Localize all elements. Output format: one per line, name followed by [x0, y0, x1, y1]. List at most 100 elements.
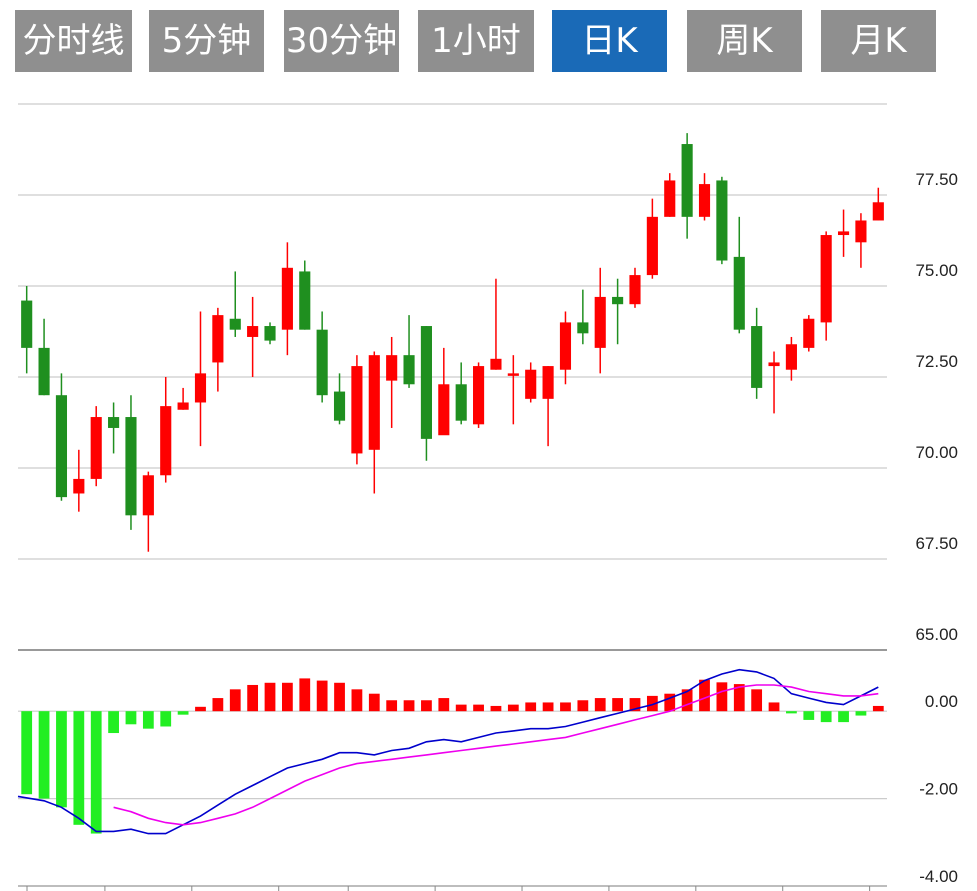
macd-bar: [403, 700, 415, 712]
tab-daily-k[interactable]: 日K: [552, 10, 667, 72]
tab-1hour[interactable]: 1小时: [418, 10, 534, 72]
macd-bar: [733, 684, 745, 712]
macd-bar: [803, 711, 815, 720]
candle: [125, 395, 137, 530]
candle: [420, 326, 432, 461]
macd-bar: [299, 678, 311, 712]
candle: [403, 315, 415, 388]
candle: [21, 286, 33, 374]
candle: [455, 362, 467, 425]
price-tick-label: 70.00: [915, 443, 958, 462]
candle-body: [177, 402, 189, 410]
macd-histogram: [21, 678, 884, 834]
candle: [751, 307, 763, 399]
candle-body: [264, 326, 276, 341]
candle: [473, 362, 485, 428]
candle: [229, 271, 241, 337]
candle-body: [438, 384, 450, 436]
candle-body: [125, 417, 137, 516]
price-tick-label: 67.50: [915, 534, 958, 553]
candle-body: [455, 384, 467, 421]
macd-bar: [351, 689, 363, 712]
macd-bar: [264, 682, 276, 712]
candle: [438, 347, 450, 436]
candle-body: [333, 391, 346, 421]
macd-bar: [212, 698, 224, 712]
candle-body: [594, 296, 606, 348]
candle-body: [716, 180, 728, 261]
macd-bar: [438, 698, 450, 712]
candle: [594, 267, 606, 374]
macd-bar: [195, 706, 206, 712]
candle: [177, 387, 189, 410]
macd-bar: [855, 711, 867, 716]
candle-body: [420, 326, 432, 439]
candle-body: [629, 275, 641, 305]
candle-body: [577, 322, 589, 334]
tab-intraday[interactable]: 分时线: [15, 10, 132, 72]
macd-bar: [455, 704, 467, 712]
macd-bar: [699, 679, 710, 712]
candle: [577, 289, 589, 345]
candle-body: [768, 362, 780, 367]
candle-body: [751, 326, 763, 388]
candle-body: [142, 475, 154, 516]
price-axis: 77.50 75.00 72.50 70.00 67.50 65.00: [915, 170, 958, 644]
macd-tick-label: -2.00: [919, 780, 958, 799]
macd-bar: [681, 689, 693, 712]
x-axis: [18, 885, 887, 891]
candle-body: [229, 318, 241, 330]
candle: [194, 311, 207, 447]
candle-body: [316, 329, 328, 396]
candle-body: [108, 417, 120, 428]
candle-body: [525, 369, 537, 399]
candle-body: [212, 315, 224, 363]
candle: [299, 260, 311, 330]
tab-5min[interactable]: 5分钟: [149, 10, 264, 72]
candle: [108, 402, 120, 454]
candle: [612, 278, 624, 345]
macd-bar: [282, 682, 293, 712]
candle: [525, 362, 537, 403]
macd-bar: [594, 698, 606, 712]
tab-30min[interactable]: 30分钟: [284, 10, 399, 72]
macd-bar: [838, 711, 849, 723]
macd-bar: [629, 698, 641, 712]
candle-body: [785, 344, 797, 370]
macd-bar: [160, 711, 172, 727]
macd-bar: [421, 700, 432, 712]
candle: [386, 336, 398, 428]
candle-body: [542, 366, 554, 399]
tab-weekly-k[interactable]: 周K: [687, 10, 802, 72]
macd-bar: [577, 700, 589, 712]
candle: [264, 322, 276, 345]
candle-body: [160, 406, 172, 476]
candle-body: [90, 417, 102, 479]
candle: [837, 209, 850, 257]
macd-bar: [820, 711, 832, 723]
candle: [629, 267, 641, 308]
candle: [646, 198, 658, 279]
candle: [559, 311, 572, 385]
candle: [281, 242, 293, 356]
candle-body: [386, 355, 398, 381]
macd-bar: [142, 711, 154, 729]
candle-body: [281, 267, 293, 330]
period-tab-bar: 分时线 5分钟 30分钟 1小时 日K 周K 月K: [0, 0, 977, 80]
candle-body: [837, 231, 850, 236]
candle-body: [646, 216, 658, 276]
candle-body: [559, 322, 572, 370]
candle: [490, 278, 502, 370]
macd-axis: 0.00 -2.00 -4.00: [919, 692, 958, 886]
tab-monthly-k[interactable]: 月K: [821, 10, 936, 72]
macd-bar: [125, 711, 137, 725]
candle: [333, 373, 346, 425]
macd-bar: [716, 682, 728, 712]
candle-body: [368, 355, 380, 450]
macd-bar: [872, 705, 884, 712]
candle: [73, 449, 85, 512]
candle: [316, 311, 328, 403]
macd-bar: [664, 693, 676, 712]
candle-body: [507, 373, 519, 376]
candle: [698, 173, 711, 221]
